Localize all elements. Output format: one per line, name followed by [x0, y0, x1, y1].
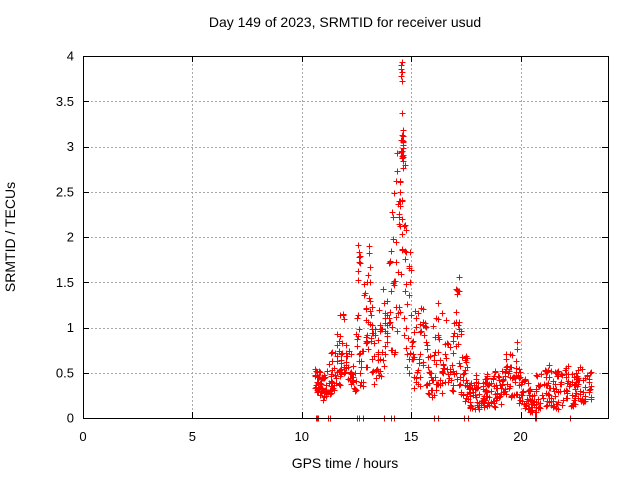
x-tick-label: 20: [513, 429, 527, 444]
grid-lines: [83, 56, 608, 418]
srmtid-markers: [312, 59, 595, 422]
chart-title: Day 149 of 2023, SRMTID for receiver usu…: [209, 14, 481, 30]
y-tick-label: 3.5: [56, 94, 74, 109]
y-tick-label: 4: [67, 49, 74, 64]
y-tick-label: 3: [67, 139, 74, 154]
y-tick-label: 1.5: [56, 275, 74, 290]
x-tick-label: 10: [295, 429, 309, 444]
x-tick-label: 0: [79, 429, 86, 444]
y-tick-label: 2.5: [56, 184, 74, 199]
x-axis-label: GPS time / hours: [292, 455, 399, 471]
y-tick-label: 1: [67, 320, 74, 335]
x-tick-label: 15: [404, 429, 418, 444]
x-tick-label: 5: [189, 429, 196, 444]
scatter-points: [312, 59, 595, 422]
y-tick-label: 0.5: [56, 365, 74, 380]
tick-labels: 0 5 10 15 20 0 0.5 1 1.5 2 2.5 3 3.5 4: [56, 49, 528, 445]
y-tick-label: 2: [67, 230, 74, 245]
axes-and-ticks: [83, 56, 609, 419]
y-axis-label: SRMTID / TECUs: [2, 182, 18, 292]
y-tick-label: 0: [67, 411, 74, 426]
